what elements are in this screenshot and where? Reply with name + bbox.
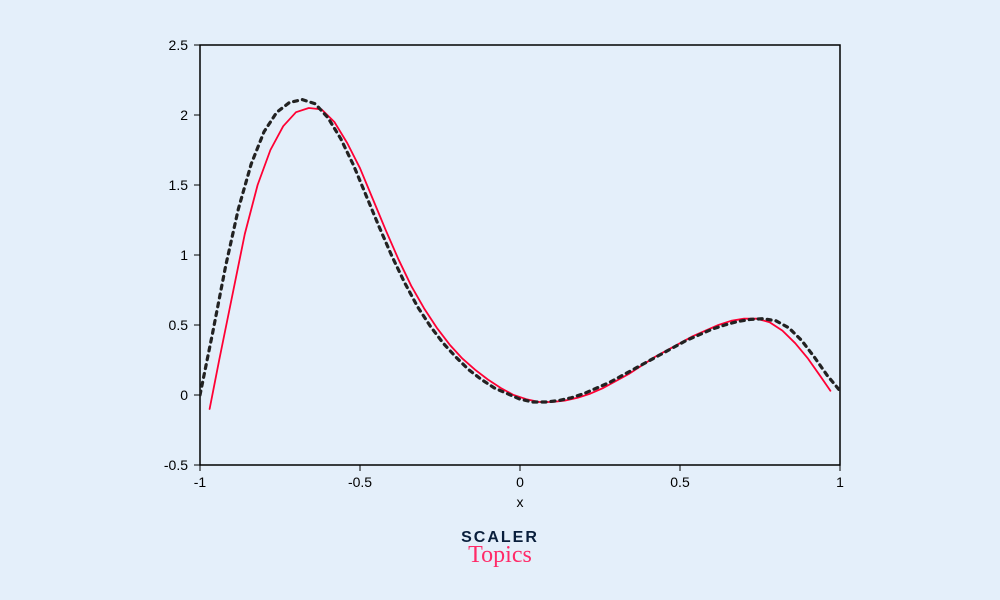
- brand-logo-bottom: Topics: [461, 543, 539, 567]
- x-tick-label: 0.5: [670, 474, 690, 490]
- y-tick-label: 1.5: [169, 177, 189, 193]
- series-approx: [210, 108, 831, 409]
- y-tick-label: 1: [180, 247, 188, 263]
- x-tick-label: -1: [194, 474, 207, 490]
- y-tick-label: 2.5: [169, 37, 189, 53]
- x-tick-label: 1: [836, 474, 844, 490]
- x-tick-label: 0: [516, 474, 524, 490]
- y-tick-label: 0: [180, 387, 188, 403]
- page-root: -0.5 0 0.5 1 1.5 2 2.5 -1 -0.5 0 0.5 1 x SCALER Topi…: [0, 0, 1000, 600]
- series-reference: [200, 100, 840, 402]
- plot-border: [200, 45, 840, 465]
- chart-svg: -0.5 0 0.5 1 1.5 2 2.5 -1 -0.5 0 0.5 1 x: [0, 0, 1000, 600]
- y-tick-label: 0.5: [169, 317, 189, 333]
- brand-logo: SCALER Topics: [461, 530, 539, 567]
- y-tick-label: 2: [180, 107, 188, 123]
- y-tick-label: -0.5: [164, 457, 188, 473]
- x-axis-label: x: [517, 494, 524, 510]
- x-tick-label: -0.5: [348, 474, 372, 490]
